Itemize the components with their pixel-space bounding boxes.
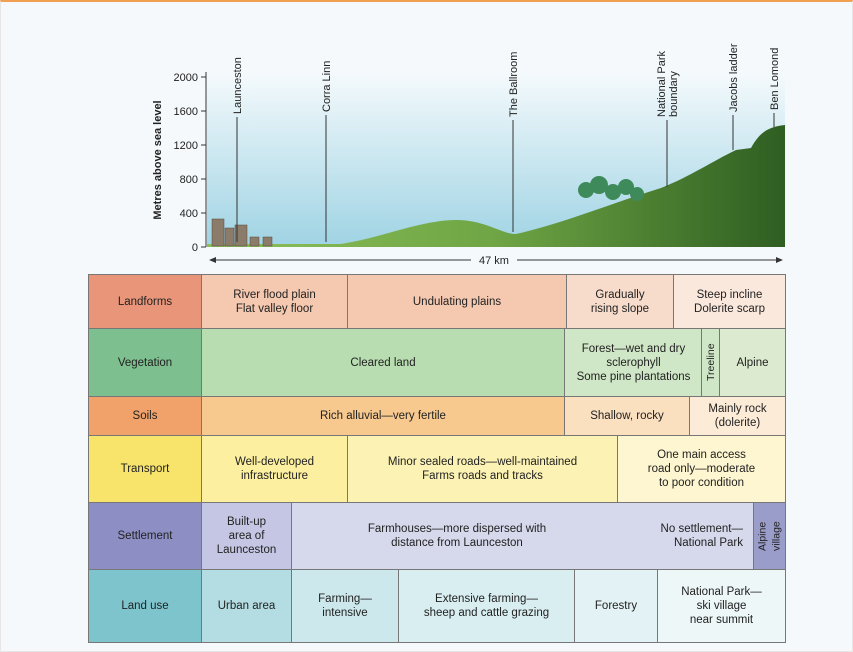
y-tick-label: 1200 [174,140,198,152]
table-cell: Treeline [701,328,720,397]
table-cell: Soils [88,396,202,436]
cell-text: to poor condition [659,476,744,490]
distance-label: 47 km [479,255,509,267]
table-cell: Settlement [88,502,202,570]
cell-text: Shallow, rocky [590,409,664,423]
table-cell: Extensive farming—sheep and cattle grazi… [398,569,575,643]
cell-text: Extensive farming— [435,592,538,606]
cell-text: Alpine [737,356,769,370]
landmark-label: boundary [668,71,680,117]
cell-text: Dolerite scarp [694,302,765,316]
cell-text: Vegetation [118,356,172,370]
y-tick-label: 2000 [174,72,198,84]
cell-text: Farmhouses—more dispersed with [368,522,546,536]
table-cell: Shallow, rocky [564,396,690,436]
cell-text: Landforms [118,295,172,309]
table-cell: Rich alluvial—very fertile [201,396,565,436]
landmark-label: Corra Linn [321,61,333,112]
table-cell: Forestry [574,569,658,643]
table-cell: No settlement—National Park [621,502,754,570]
cell-text: Some pine plantations [577,370,691,384]
cell-text: Mainly rock [708,402,766,416]
cell-text: Minor sealed roads—well-maintained [388,455,577,469]
landmark-label: Launceston [232,57,244,114]
cell-text: Cleared land [350,356,415,370]
cell-text: Land use [121,599,168,613]
frame: Metres above sea level 0 400 800 1200 1600 20… [0,0,853,652]
cell-text: Gradually [595,288,644,302]
cell-text: road only—moderate [648,462,755,476]
cell-text: River flood plain [233,288,315,302]
landmark-label: Ben Lomond [769,48,781,110]
table-cell: Transport [88,435,202,503]
table-cell: Mainly rock(dolerite) [689,396,786,436]
cell-text: Farms roads and tracks [422,469,543,483]
cell-text: Transport [121,462,170,476]
table-cell: Urban area [201,569,292,643]
cell-text: Settlement [118,529,173,543]
table-cell: Vegetation [88,328,202,397]
cell-text: Launceston [217,543,276,557]
cell-text: National Park— [681,585,762,599]
cell-text: distance from Launceston [391,536,523,550]
y-tick-label: 400 [180,208,198,220]
cell-text: (dolerite) [715,416,760,430]
cell-text: Undulating plains [413,295,501,309]
y-tick-label: 800 [180,174,198,186]
cell-text: rising slope [591,302,649,316]
cell-text: sclerophyll [606,356,660,370]
y-tick-label: 1600 [174,106,198,118]
cell-text: Alpine [756,521,770,550]
cell-text: No settlement— [661,522,743,536]
cell-text: Soils [133,409,158,423]
cell-text: Forest—wet and dry [582,342,686,356]
cell-text: Treeline [704,344,718,382]
y-tick-label: 0 [192,242,198,254]
cell-text: Built-up [227,515,266,529]
cell-text: Rich alluvial—very fertile [320,409,446,423]
table-cell: Undulating plains [347,274,567,329]
cell-text: intensive [322,606,367,620]
table-cell: Alpine [719,328,786,397]
table-cell: Farming—intensive [291,569,399,643]
cell-text: infrastructure [241,469,308,483]
profile: Metres above sea level 0 400 800 1200 1600 20… [1,2,853,272]
table-cell: Cleared land [201,328,565,397]
cell-text: Flat valley floor [236,302,313,316]
cell-text: area of [229,529,265,543]
cell-text: village [770,521,784,551]
cell-text: Farming— [318,592,372,606]
landmark-label: The Ballroom [508,52,520,117]
landmark-label: Jacobs ladder [728,43,740,112]
cell-text: Steep incline [697,288,763,302]
y-axis-label: Metres above sea level [152,100,164,219]
table-cell: Land use [88,569,202,643]
cell-text: near summit [690,613,753,627]
cell-text: National Park [674,536,743,550]
cell-text: One main access [657,448,746,462]
cell-text: ski village [697,599,747,613]
table-cell: Landforms [88,274,202,329]
cell-text: Well-developed [235,455,314,469]
cell-text: Forestry [595,599,637,613]
landmark-label: National Park [656,50,668,117]
cell-text: sheep and cattle grazing [424,606,549,620]
cell-text: Urban area [218,599,276,613]
